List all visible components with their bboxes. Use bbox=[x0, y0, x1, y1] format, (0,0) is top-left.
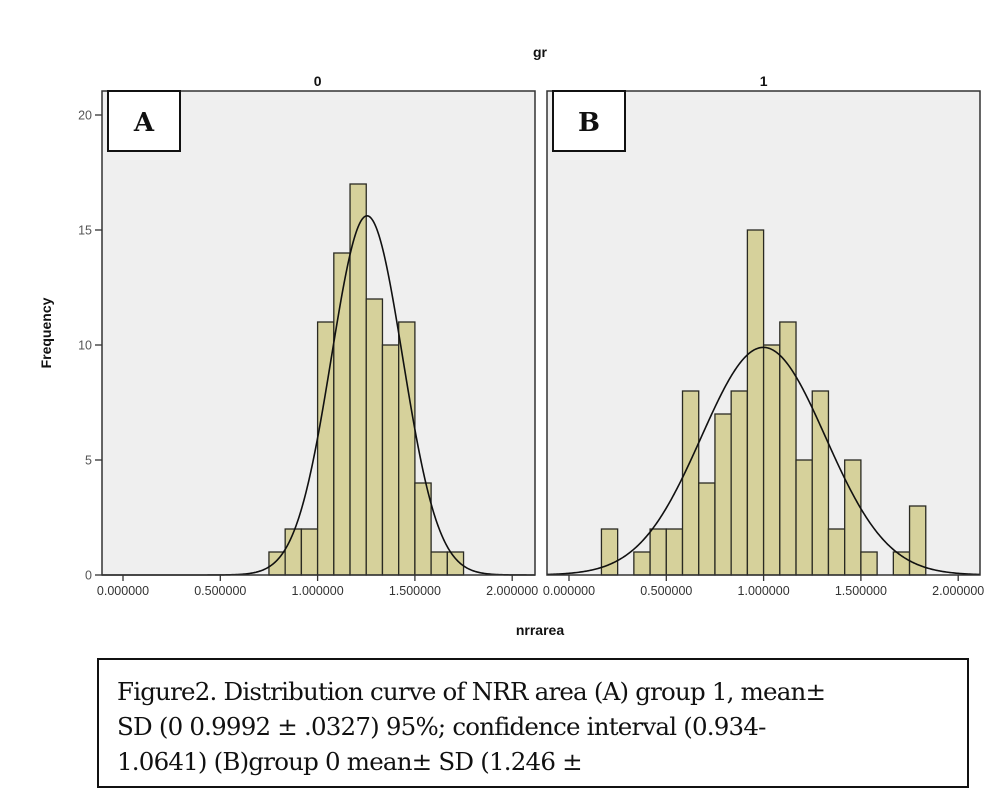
x-tick-label: 2.000000 bbox=[932, 584, 984, 598]
figure-caption: Figure2. Distribution curve of NRR area … bbox=[97, 658, 969, 788]
normal-curve bbox=[546, 346, 981, 576]
y-tick-label: 15 bbox=[78, 224, 92, 238]
histogram-bar bbox=[762, 344, 781, 576]
y-tick-label: 5 bbox=[85, 454, 92, 468]
histogram-bar bbox=[746, 229, 765, 576]
facet-title: gr bbox=[533, 44, 548, 60]
caption-line: Figure2. Distribution curve of NRR area … bbox=[117, 677, 826, 706]
histogram-bar bbox=[649, 528, 667, 576]
x-tick-label: 2.000000 bbox=[486, 584, 538, 598]
histogram-bar bbox=[633, 551, 651, 576]
panel-label-box bbox=[107, 90, 181, 152]
histogram-bar bbox=[284, 528, 303, 576]
panel-b: 1 B 0.000000 0.500000 1.000000 1.500000 2.0000… bbox=[543, 73, 984, 598]
plot-frame bbox=[101, 90, 536, 576]
histogram-bar bbox=[665, 528, 684, 576]
y-tick-label: 10 bbox=[78, 339, 92, 353]
histogram-bar bbox=[365, 298, 384, 576]
x-tick-label: 0.500000 bbox=[640, 584, 692, 598]
histogram-bar bbox=[681, 390, 700, 576]
panel-label: A bbox=[133, 108, 155, 138]
x-tick-label: 1.500000 bbox=[835, 584, 887, 598]
histogram-bar bbox=[779, 321, 797, 576]
histogram-figure: gr Frequency nrrarea 0A0.000000 0.500000 1… bbox=[38, 44, 984, 638]
facet-value-label: 0 bbox=[314, 73, 322, 89]
x-tick-label: 1.000000 bbox=[738, 584, 790, 598]
histogram-bar bbox=[811, 390, 830, 576]
y-tick-label: 0 bbox=[85, 569, 92, 583]
histogram-bar bbox=[300, 528, 319, 576]
histogram-bar bbox=[730, 390, 749, 576]
x-tick-label: 0.000000 bbox=[543, 584, 595, 598]
x-tick-label: 0.500000 bbox=[194, 584, 246, 598]
histogram-bar bbox=[795, 459, 813, 576]
histogram-bar bbox=[714, 413, 732, 576]
histogram-bar bbox=[381, 344, 400, 576]
x-tick-label: 1.500000 bbox=[389, 584, 441, 598]
histogram-bar bbox=[827, 528, 846, 576]
histogram-bar bbox=[698, 482, 716, 576]
x-tick-label: 0.000000 bbox=[97, 584, 149, 598]
x-tick-label: 1.000000 bbox=[292, 584, 344, 598]
y-axis-label: Frequency bbox=[38, 297, 54, 368]
facet-value-label: 1 bbox=[760, 73, 768, 89]
histogram-bar bbox=[268, 551, 286, 576]
histogram-bar bbox=[860, 551, 878, 576]
histogram-bar bbox=[398, 321, 416, 576]
y-tick-label: 20 bbox=[78, 109, 92, 123]
histogram-bar bbox=[844, 459, 862, 576]
panel-label: B bbox=[578, 108, 600, 138]
panel-label-box bbox=[552, 90, 626, 152]
caption-line: SD (0 0.9992 ± .0327) 95%; confidence in… bbox=[117, 712, 766, 741]
histogram-bar bbox=[600, 528, 619, 576]
histogram-bar bbox=[430, 551, 448, 576]
panel-a: 0 A 0.000000 0.500000 1.000000 1.500000 2.0000… bbox=[78, 73, 538, 598]
histogram-bar bbox=[333, 252, 351, 576]
x-axis-label: nrrarea bbox=[516, 622, 564, 638]
caption-line: 1.0641) (B)group 0 mean± SD (1.246 ± bbox=[117, 747, 583, 776]
